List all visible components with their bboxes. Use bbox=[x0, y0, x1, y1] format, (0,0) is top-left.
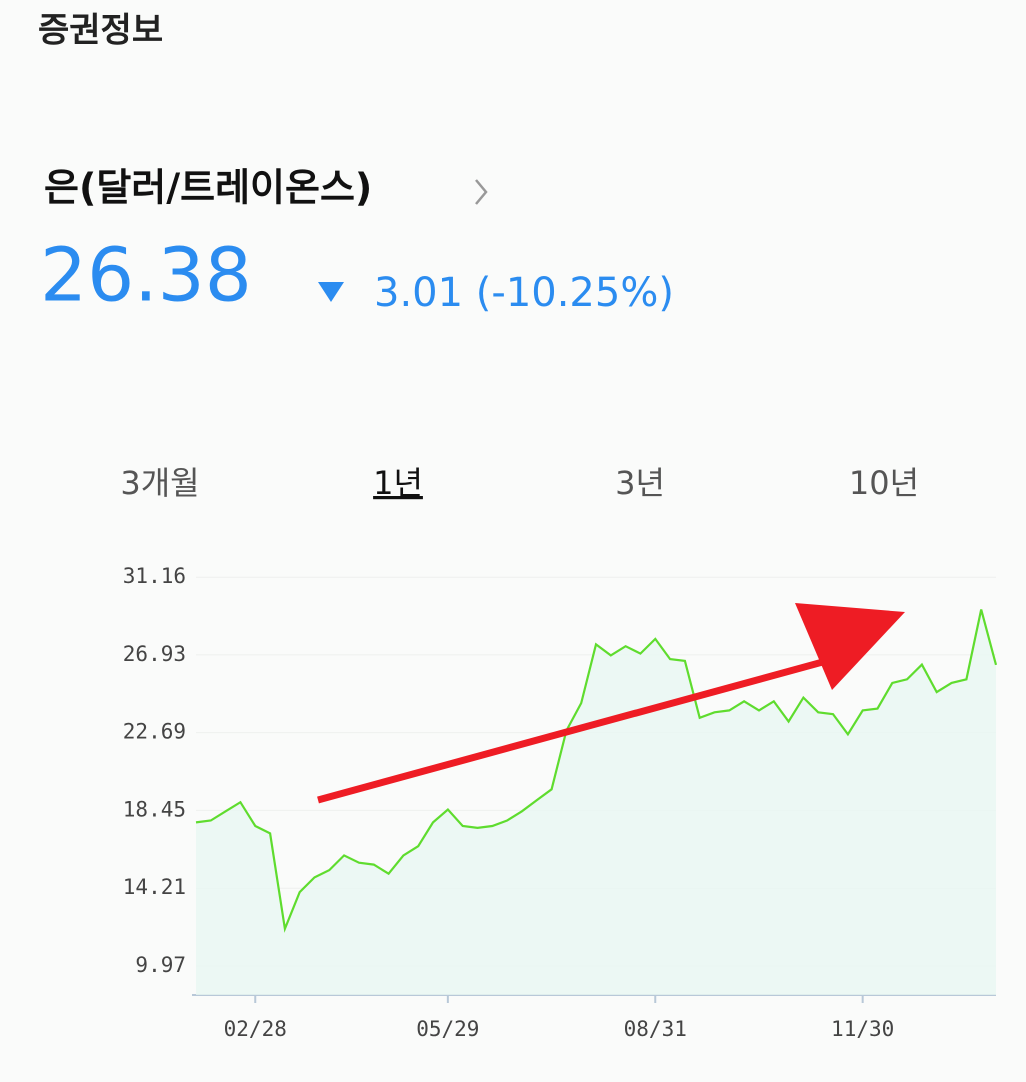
price: 26.38 bbox=[40, 233, 252, 319]
chart: 9.97 14.21 18.45 22.69 26.93 31.16 02/28 05/29 0… bbox=[123, 564, 998, 1041]
area-fill bbox=[196, 609, 996, 995]
y-tick-label: 22.69 bbox=[123, 720, 186, 744]
chevron bbox=[475, 179, 488, 205]
tab[interactable]: 3개월 bbox=[120, 464, 199, 502]
x-tick-label: 08/31 bbox=[624, 1017, 687, 1041]
x-tick-label: 05/29 bbox=[416, 1017, 479, 1041]
tab[interactable]: 10년 bbox=[849, 464, 919, 502]
down-arrow bbox=[318, 282, 344, 302]
tabs: 3개월 1년 3년 10년 bbox=[120, 464, 919, 502]
y-tick-label: 31.16 bbox=[123, 564, 186, 588]
asset-name[interactable]: 은(달러/트레이온스) bbox=[44, 166, 372, 210]
y-tick-label: 26.93 bbox=[123, 642, 186, 666]
section-title: 증권정보 bbox=[38, 11, 163, 51]
y-tick-label: 18.45 bbox=[123, 797, 186, 821]
annotation-arrow-shaft bbox=[317, 656, 831, 804]
y-tick-label: 9.97 bbox=[135, 953, 186, 977]
change: 3.01 (-10.25%) bbox=[374, 270, 674, 316]
tab[interactable]: 3년 bbox=[615, 464, 665, 502]
y-tick-label: 14.21 bbox=[123, 875, 186, 899]
tab[interactable]: 1년 bbox=[373, 464, 423, 502]
x-tick-label: 11/30 bbox=[831, 1017, 894, 1041]
price-line bbox=[195, 609, 998, 933]
x-tick-label: 02/28 bbox=[224, 1017, 287, 1041]
annotation-arrow-head bbox=[795, 603, 905, 690]
